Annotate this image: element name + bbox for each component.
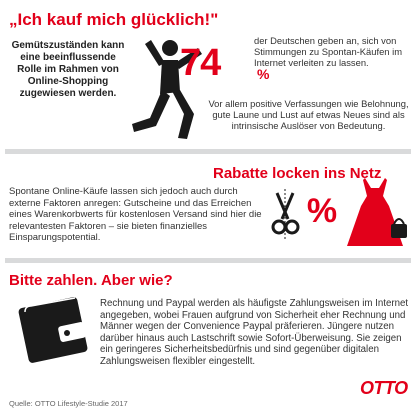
discounts-text: Spontane Online-Käufe lassen sich jedoch… bbox=[9, 186, 262, 243]
handbag-icon bbox=[391, 224, 407, 238]
stat-description: der Deutschen geben an, sich von Stimmun… bbox=[254, 35, 402, 68]
otto-logo: OTTO bbox=[360, 378, 408, 398]
wallet-icon bbox=[18, 297, 88, 363]
section-title-happy: „Ich kauf mich glücklich!" bbox=[9, 10, 219, 29]
stat-number: 74 bbox=[180, 42, 221, 84]
intro-text: Gemütszuständen kann eine beeinflussende… bbox=[11, 40, 125, 99]
section-title-discounts: Rabatte locken ins Netz bbox=[213, 165, 382, 182]
detail-text: Vor allem positive Verfassungen wie Belo… bbox=[208, 98, 409, 131]
stat-percent: % bbox=[257, 66, 270, 82]
payment-text: Rechnung und Paypal werden als häufigste… bbox=[100, 298, 409, 367]
section-divider bbox=[5, 149, 411, 154]
cheering-person-icon bbox=[132, 40, 202, 139]
source-note: Quelle: OTTO Lifestyle-Studie 2017 bbox=[9, 399, 128, 408]
scissors-icon bbox=[271, 189, 300, 241]
section-title-payment: Bitte zahlen. Aber wie? bbox=[9, 272, 173, 289]
percent-icon: % bbox=[306, 192, 338, 230]
dress-icon bbox=[347, 178, 407, 246]
section-divider bbox=[5, 258, 411, 263]
